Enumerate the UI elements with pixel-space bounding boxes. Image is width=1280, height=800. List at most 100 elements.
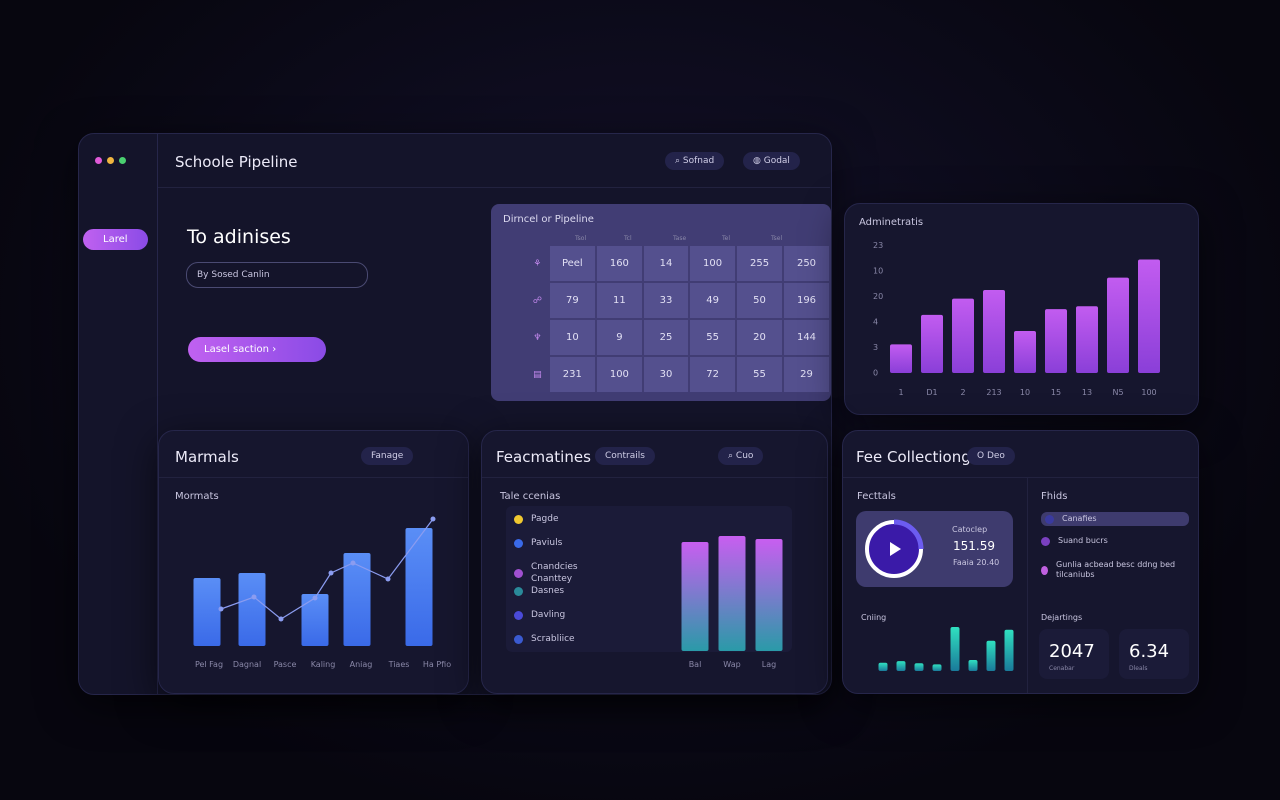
x-label: Lag xyxy=(762,660,776,669)
x-label: Wap xyxy=(723,660,740,669)
item-dot xyxy=(1041,536,1050,546)
table-cell: 14 xyxy=(643,246,689,281)
fee-item: Canafies xyxy=(1041,512,1189,526)
hero-input[interactable]: By Sosed Canlin xyxy=(186,262,368,288)
trend-point xyxy=(312,595,318,601)
table-cell: 49 xyxy=(690,283,736,318)
table-cell: 10 xyxy=(549,320,595,355)
bar xyxy=(952,298,974,373)
x-label: Tiaes xyxy=(388,660,410,669)
trend-point xyxy=(350,560,356,566)
fee-tag[interactable]: O Deo xyxy=(967,447,1015,465)
item-dot xyxy=(1041,565,1049,575)
feac-panel: Feacmatines Contrails ⌕ Cuo Tale ccenias… xyxy=(481,430,828,694)
y-label: 4 xyxy=(873,318,878,327)
bar xyxy=(878,662,888,671)
pipeline-table-panel: Dirncel or Pipeline Tsol Tcl Tase Tel Tsel ⚘… xyxy=(491,204,831,401)
item-text: Gunlia acbead besc ddng bed tilcaniubs xyxy=(1056,560,1176,579)
x-label: 2 xyxy=(960,388,965,397)
trend-point xyxy=(278,616,284,622)
table-row: ▤ 231 100 30 72 55 29 xyxy=(527,357,829,392)
bar xyxy=(1004,629,1014,671)
x-label: Ha Pfio xyxy=(423,660,451,669)
marmals-title: Marmals xyxy=(175,448,239,466)
item-dot xyxy=(514,514,523,524)
y-label: 23 xyxy=(873,241,883,250)
table-row: ⚘ Peel 160 14 100 255 250 xyxy=(527,246,829,281)
table-cell: 250 xyxy=(784,246,829,281)
marmals-panel: Marmals Fanage Mormats Pel Fag Dagnal Pasc… xyxy=(158,430,469,694)
item-text: Canafies xyxy=(1062,514,1097,523)
bar xyxy=(932,664,942,671)
x-label: Bal xyxy=(689,660,702,669)
marmals-filter[interactable]: Fanage xyxy=(361,447,414,465)
item-dot xyxy=(514,586,523,596)
hero-button[interactable]: Lasel saction › xyxy=(188,337,326,362)
trend-point xyxy=(328,570,334,576)
play-icon[interactable] xyxy=(890,542,901,556)
goal-button[interactable]: ◍ Godal xyxy=(743,152,800,170)
admin-title: Adminetratis xyxy=(859,217,924,228)
bar xyxy=(986,640,996,671)
list-item: Davling xyxy=(514,609,591,621)
feac-search-text: Cuo xyxy=(735,451,754,461)
item-dot xyxy=(514,634,523,644)
admin-chart: 23 10 20 4 3 0 1 D1 2 213 10 15 13 N5 100 xyxy=(873,241,1160,397)
x-label: Dagnal xyxy=(233,660,261,669)
list-item: Pagde xyxy=(514,513,591,525)
item-text: Paviuls xyxy=(531,538,563,548)
table-cell: 9 xyxy=(596,320,642,355)
y-label: 10 xyxy=(873,267,883,276)
stat-value: 6.34 xyxy=(1129,641,1170,662)
feac-search[interactable]: ⌕ Cuo xyxy=(718,447,764,465)
table-cell: 160 xyxy=(596,246,642,281)
bar xyxy=(238,573,266,646)
table-row: ☍ 79 11 33 49 50 196 xyxy=(527,283,829,318)
table-cell: 72 xyxy=(690,357,736,392)
search-button[interactable]: ⌕ Sofnad xyxy=(665,152,725,170)
stat-value: 2047 xyxy=(1049,641,1095,662)
x-label: Aniag xyxy=(350,660,373,669)
stat-label: Cenabar xyxy=(1049,665,1075,672)
bar xyxy=(921,314,943,373)
pipeline-table: ⚘ Peel 160 14 100 255 250 ☍ 79 11 33 49 50 196 ♆ 10 9 25 5… xyxy=(525,244,831,394)
window-title: Schoole Pipeline xyxy=(175,153,298,171)
table-cell: 100 xyxy=(690,246,736,281)
donut xyxy=(865,519,924,578)
donut-value: 151.59 xyxy=(953,539,995,553)
x-label: 100 xyxy=(1141,388,1156,397)
feac-title: Feacmatines xyxy=(496,448,591,466)
fee-panel: Fee Collectiong O Deo Fecttals Catoclep … xyxy=(842,430,1199,694)
hero-button-text: Lasel saction xyxy=(204,344,270,355)
item-text: Suand bucrs xyxy=(1058,536,1108,545)
item-dot xyxy=(514,538,523,548)
bar xyxy=(983,290,1005,373)
table-cell: 25 xyxy=(643,320,689,355)
item-text: Scrabliice xyxy=(531,634,575,644)
x-label: Pasce xyxy=(274,660,297,669)
item-text: Cnandcies Cnanttey xyxy=(531,562,578,584)
x-label: Kaling xyxy=(311,660,336,669)
list-item: Scrabliice xyxy=(514,633,591,645)
row-icon: ⚘ xyxy=(533,258,542,269)
bar xyxy=(405,528,433,646)
x-label: Pel Fag xyxy=(195,660,223,669)
bar xyxy=(896,661,906,671)
stat-card: 6.34 Dleals xyxy=(1119,629,1189,679)
column-header: Tsel xyxy=(771,235,783,242)
item-text: Davling xyxy=(531,610,566,620)
table-cell: 30 xyxy=(643,357,689,392)
divider xyxy=(159,477,468,478)
window-dots xyxy=(95,157,126,164)
row-icon: ▤ xyxy=(533,369,542,380)
trend-point xyxy=(385,576,391,582)
feac-tag[interactable]: Contrails xyxy=(595,447,655,465)
fee-item: Suand bucrs xyxy=(1041,536,1181,546)
bar xyxy=(1138,259,1160,373)
sidebar-button[interactable]: Larel xyxy=(83,229,148,250)
x-label: 13 xyxy=(1082,388,1092,397)
bar xyxy=(1045,309,1067,373)
bar xyxy=(950,627,960,671)
y-label: 0 xyxy=(873,369,878,378)
